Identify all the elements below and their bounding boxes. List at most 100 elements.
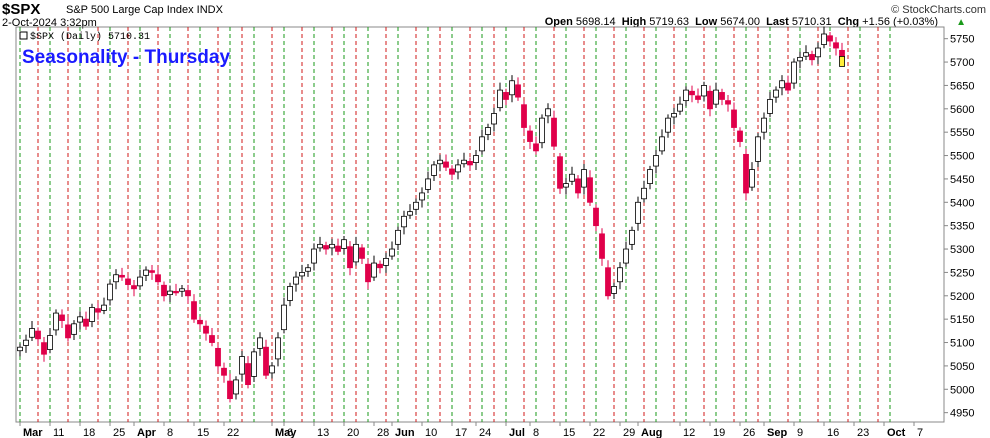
chg-label: Chg [837,16,860,28]
y-tick-label: 5250 [950,267,974,279]
candle-body [581,169,587,188]
candle-body [119,274,125,278]
ticker-symbol: $SPX [2,1,41,18]
candle-body [539,117,545,144]
candle-body [89,307,95,322]
x-tick-label: 24 [479,427,491,438]
y-tick-label: 5150 [950,314,974,326]
candle-body [761,117,767,133]
x-tick-label: 22 [593,427,605,438]
y-tick-label: 5300 [950,244,974,256]
candle-body [779,80,785,89]
x-tick-label: 17 [455,427,467,438]
candle-body [233,379,239,395]
candle-body [701,85,707,97]
candle-body [59,314,65,321]
candle-body [575,178,581,194]
candle-body [281,304,287,331]
candle-body [401,215,407,228]
candle-body [671,113,677,118]
candle-body [527,130,533,142]
x-tick-label: 8 [167,427,173,438]
low-value: 5674.00 [720,16,760,28]
x-tick-label: 26 [743,427,755,438]
candle-body [605,267,611,297]
x-tick-label: 22 [227,427,239,438]
open-label: Open [544,16,573,28]
stockcharts-logo[interactable]: © StockCharts.com [891,4,986,16]
candle-body [755,136,761,162]
candle-body [431,164,437,176]
candle-body [737,130,743,142]
candle-body [17,346,23,352]
candle-body [311,248,317,264]
candle-body [725,100,731,105]
candle-body [479,136,485,152]
candle-body [419,192,425,201]
low-label: Low [695,16,718,28]
candle-body [587,177,593,203]
candle-body [389,248,395,257]
y-tick-label: 5650 [950,80,974,92]
candle-body [719,92,725,100]
high-value: 5719.63 [649,16,690,28]
y-tick-label: 5750 [950,34,974,46]
candle-body [95,308,101,313]
x-tick-label: 23 [857,427,869,438]
candle-body [29,328,35,338]
candle-body [329,243,335,249]
candle-body [497,89,503,109]
candle-body [161,284,167,297]
candle-body [461,159,467,165]
y-tick-label: 5400 [950,197,974,209]
x-tick-label: Apr [137,427,157,438]
candle-body [323,245,329,250]
chg-value: +1.56 (+0.03%) [862,16,938,28]
candle-body [635,201,641,224]
candle-body [713,89,719,105]
x-tick-label: Jul [509,427,525,438]
x-tick-label: 7 [917,427,923,438]
candle-body [383,257,389,266]
x-tick-label: 8 [533,427,539,438]
candle-body [137,276,143,287]
candle-body [71,323,77,335]
candle-body [515,84,521,98]
candle-body [821,33,827,45]
candle-body [749,169,755,188]
candle-body [695,95,701,100]
candle-body [341,239,347,249]
candle-body [665,117,671,133]
candle-body [803,52,809,57]
y-tick-label: 5500 [950,151,974,163]
up-triangle-icon: ▲ [956,17,966,28]
candle-body [53,312,59,331]
candle-body [101,304,107,311]
x-tick-label: 25 [113,427,125,438]
candle-body [245,363,251,386]
x-tick-label: 15 [563,427,575,438]
candle-body [275,337,281,360]
candle-body [65,324,71,339]
candle-body [641,187,647,200]
x-tick-label: 9 [797,427,803,438]
candle-body [659,136,665,152]
candle-body [677,103,683,112]
x-tick-label: 18 [83,427,95,438]
candle-body [503,92,509,100]
candle-body [215,347,221,367]
y-axis: 4950 5000 5050 5100 5150 5200 5250 5300 5350 5400… [944,34,974,420]
high-label: High [621,16,647,28]
chart-title: Seasonality - Thursday [22,47,230,68]
x-tick-label: 29 [623,427,635,438]
y-tick-label: 5550 [950,127,974,139]
x-tick-label: 20 [347,427,359,438]
candle-body [47,335,53,350]
y-tick-label: 5050 [950,361,974,373]
candle-body [509,80,515,96]
candle-body [617,267,623,283]
x-tick-label: 15 [197,427,209,438]
candle-body [155,274,161,283]
candle-body [689,90,695,96]
